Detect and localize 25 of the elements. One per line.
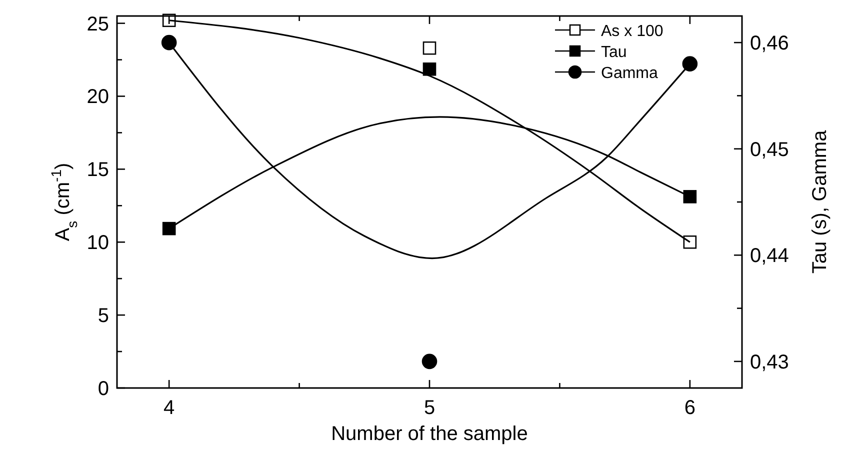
legend-label: Tau [601, 44, 627, 61]
y2-tick-label: 0,44 [750, 245, 789, 268]
y-tick-label: 20 [86, 86, 109, 108]
x-tick-label: 6 [684, 397, 696, 419]
point [683, 235, 697, 249]
x-tick-label: 5 [424, 397, 436, 419]
point [422, 62, 436, 76]
y2-axis-title: Tau (s), Gamma [809, 129, 831, 274]
y2-tick-label: 0,46 [750, 32, 789, 55]
legend-label: As x 100 [601, 23, 664, 40]
y-tick-label: 10 [86, 232, 109, 254]
point [422, 354, 438, 370]
point [161, 34, 177, 50]
point [683, 190, 697, 204]
x-axis-title: Number of the sample [331, 423, 528, 445]
x-tick-label: 4 [164, 397, 175, 419]
point [422, 41, 436, 55]
y-tick-label: 25 [86, 13, 109, 36]
y2-tick-label: 0,45 [750, 138, 789, 161]
y2-tick-label: 0,43 [750, 351, 789, 374]
y-tick-label: 0 [98, 378, 109, 400]
point [682, 56, 698, 72]
legend-label: Gamma [601, 65, 658, 82]
y-tick-label: 15 [86, 159, 109, 182]
y-tick-label: 5 [98, 305, 109, 328]
